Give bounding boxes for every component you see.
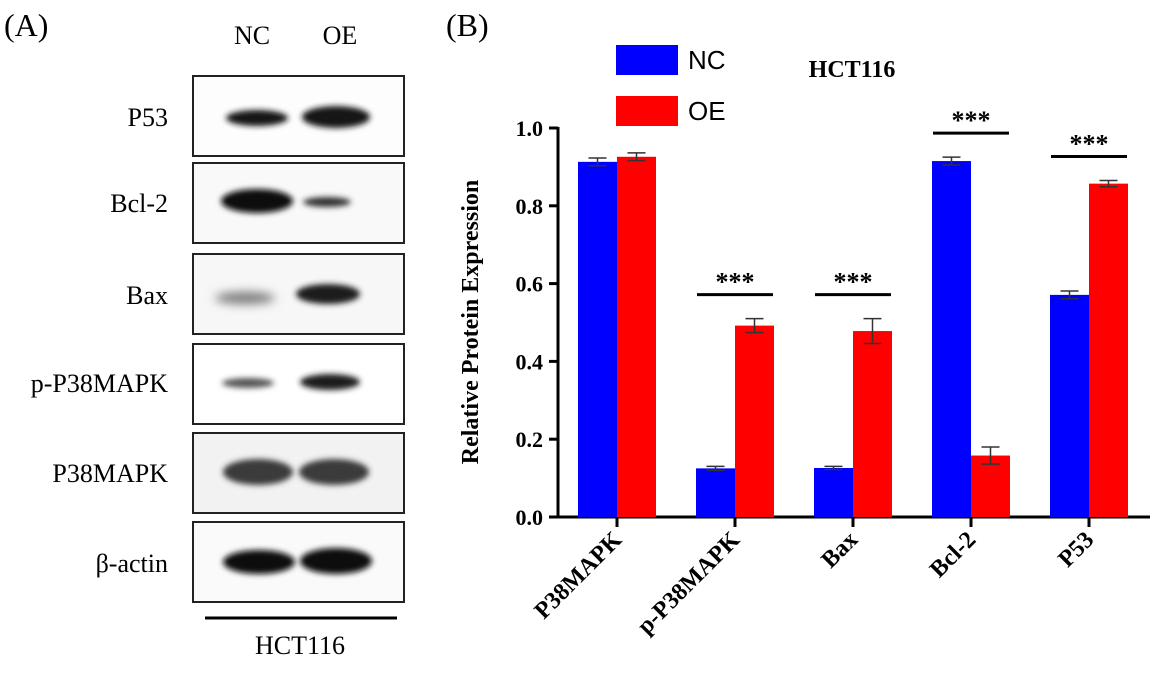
bands-bcl2 [221,189,351,213]
row-label-p-p38mapk: p-P38MAPK [31,369,168,398]
bands-p38mapk [223,459,369,485]
bands-beta-actin [223,548,372,574]
x-tick-label-p-p38mapk: p-P38MAPK [633,527,746,640]
row-label-bcl2: Bcl-2 [110,189,168,218]
band-bcl2-oe [303,197,351,207]
significance-marker: *** [952,106,991,135]
band-p53-oe [302,106,370,128]
row-label-beta-actin: β-actin [96,549,168,578]
y-tick-label: 0.8 [516,194,544,219]
blot-box-p53 [192,75,405,157]
y-tick-label: 1.0 [516,116,544,141]
bar-nc-bcl-2 [932,161,971,517]
band-bax-nc [215,292,275,304]
band-p-p38mapk-oe [300,374,360,390]
cell-line-label: HCT116 [255,631,345,660]
y-tick-label: 0.0 [516,505,544,530]
band-bcl2-nc [221,189,293,213]
band-bax-oe [296,284,360,304]
bar-nc-p-p38mapk [696,468,735,517]
significance-marker: *** [1070,130,1109,159]
bands-p53 [226,106,370,128]
y-axis-title: Relative Protein Expression [458,180,484,464]
y-tick-label: 0.2 [516,427,544,452]
bar-oe-bcl-2 [971,455,1010,517]
bar-oe-p38mapk [617,156,656,517]
row-label-p53: P53 [128,103,168,132]
band-p-p38mapk-nc [222,378,274,388]
y-tick-label: 0.4 [516,349,544,374]
legend-swatch-nc [616,45,678,75]
panel-b-label: (B) [446,7,489,43]
bar-nc-p53 [1050,294,1089,517]
y-tick-label: 0.6 [516,272,544,297]
bar-nc-bax [814,467,853,517]
panel-a-label: (A) [4,7,48,43]
legend-swatch-oe [616,96,678,126]
significance-marker: *** [834,268,873,297]
row-label-bax: Bax [126,281,168,310]
plot-area: 0.0 0.2 0.4 0.6 0.8 1.0 P38MAPK p-P38MAPK *** Bax… [516,106,1150,640]
bar-oe-p53 [1089,183,1128,517]
bands-p-p38mapk [222,374,360,390]
x-tick-label-bax: Bax [817,527,864,574]
panel-a-western-blot: (A) NC OE [4,7,405,660]
band-p53-nc [226,110,288,126]
x-tick-label-p53: P53 [1054,527,1100,573]
x-tick-label-bcl-2: Bcl-2 [925,527,981,583]
x-tick-label-p38mapk: P38MAPK [530,527,628,625]
significance-marker: *** [716,268,755,297]
panel-b-bar-chart: (B) NC OE HCT116 Relative Protein Expres… [446,7,1150,640]
chart-title: HCT116 [809,57,896,83]
band-p38mapk-nc [223,459,293,485]
band-beta-actin-nc [223,550,295,574]
row-label-p38mapk: P38MAPK [52,459,168,488]
legend-label-nc: NC [688,45,726,75]
bar-nc-p38mapk [578,161,617,517]
bar-oe-p-p38mapk [735,325,774,517]
lane-label-nc: NC [234,21,270,50]
band-beta-actin-oe [300,548,372,574]
bar-oe-bax [853,331,892,517]
lane-label-oe: OE [323,21,358,50]
band-p38mapk-oe [299,459,369,485]
legend-label-oe: OE [688,96,726,126]
bands-bax [215,284,360,304]
